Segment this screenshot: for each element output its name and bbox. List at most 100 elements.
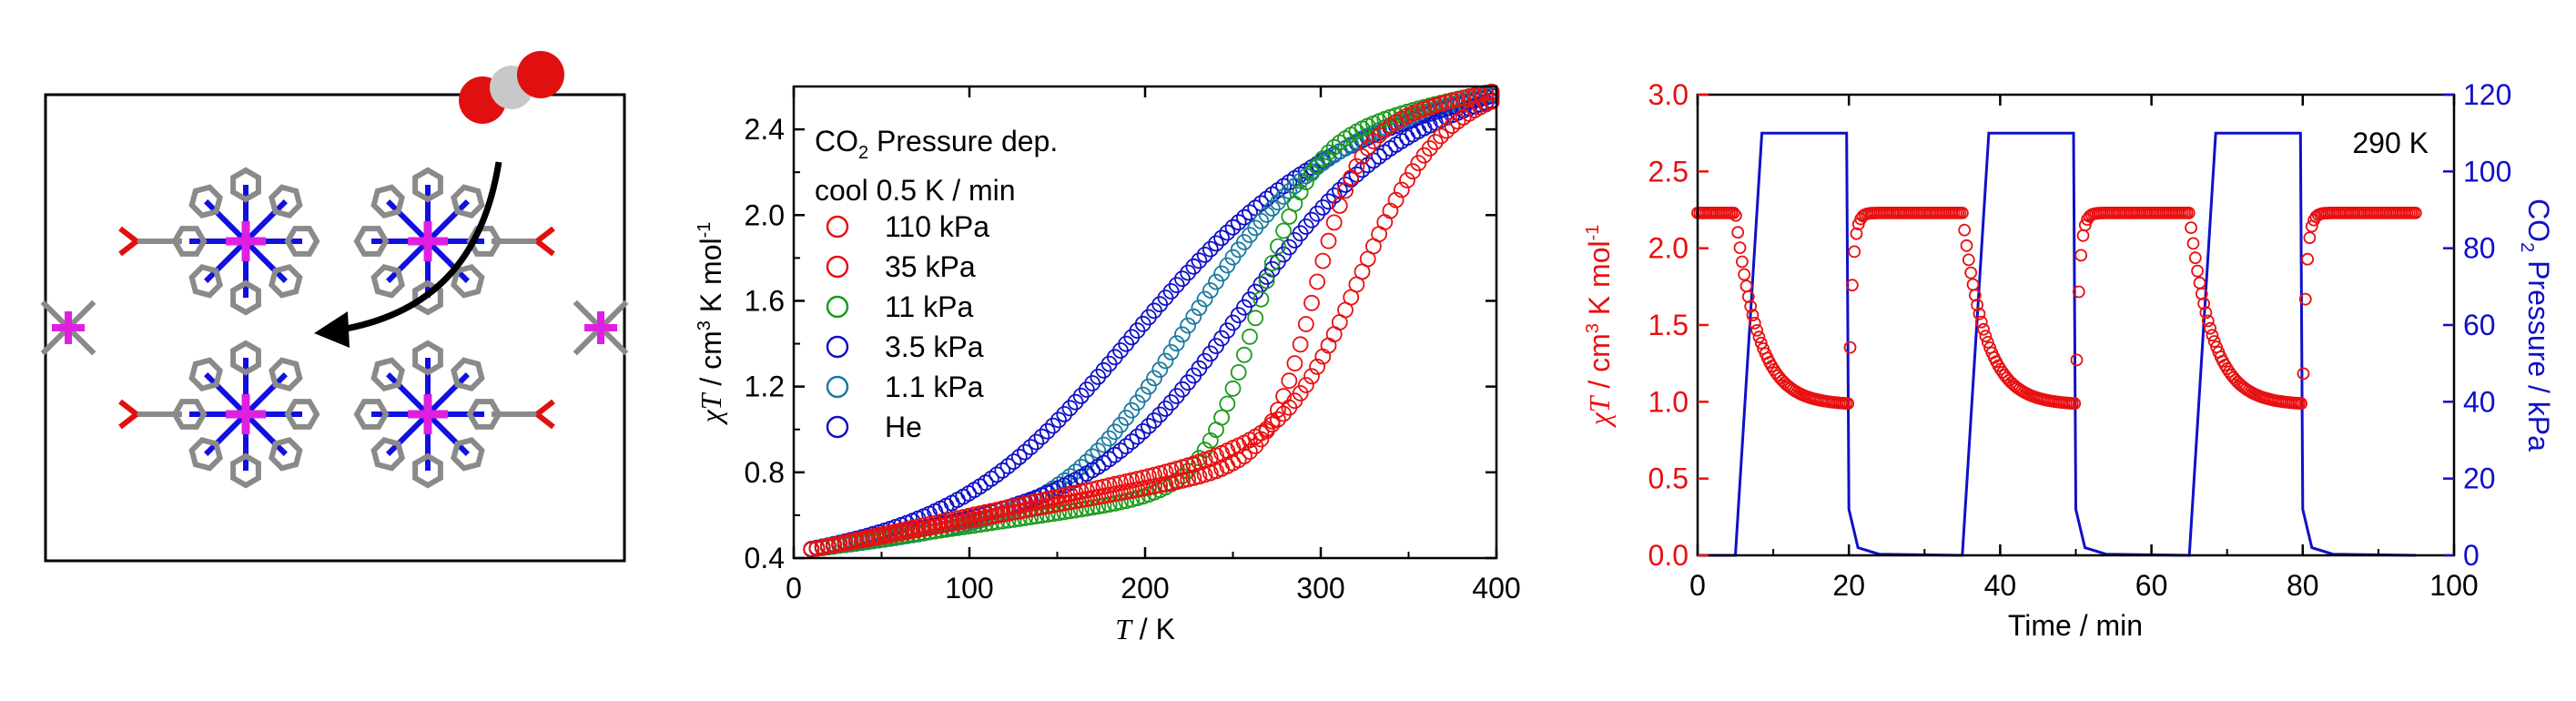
c-data-point (2185, 221, 2198, 235)
b-data-point (1263, 199, 1281, 217)
c-data-point (1966, 278, 1980, 291)
b-data-point (898, 521, 916, 538)
b-legend-marker (826, 215, 849, 239)
c-data-point (2072, 285, 2085, 299)
b-data-point (1236, 208, 1253, 226)
b-data-point (1072, 387, 1090, 404)
chit-pressure-vs-time-chart: 0 20 40 60 80 100 0.0 0.5 1.0 1.5 2.0 2.5 3.0 0 20 40 60… (1583, 78, 2555, 642)
c-data-point (1848, 245, 1861, 259)
b-data-point (1005, 453, 1022, 471)
b-data-point (994, 500, 1011, 517)
b-data-point (1050, 411, 1067, 429)
b-data-point (1202, 282, 1219, 299)
b-data-point (1191, 300, 1208, 317)
b-data-point (1270, 194, 1286, 211)
c-data-point (1843, 340, 1857, 354)
b-data-point (1438, 94, 1455, 111)
b-data-point (1095, 478, 1112, 495)
b-data-point (1258, 272, 1275, 290)
c-data-point (2409, 206, 2422, 219)
b-data-point (1263, 255, 1281, 271)
c-data-point (1962, 253, 1975, 267)
c-data-point (1738, 268, 1751, 281)
b-data-point (1180, 317, 1196, 334)
crystal-structure-illustration (40, 51, 629, 563)
b-data-point (1405, 163, 1421, 180)
c-data-point (2303, 231, 2317, 245)
c-right-y-tick-label: 20 (2463, 462, 2496, 495)
c-axis-ticks: 0 20 40 60 80 100 0.0 0.5 1.0 1.5 2.0 2.5 3.0 0 20 40 60… (1648, 78, 2512, 602)
b-data-point (1292, 172, 1309, 189)
c-data-point (1846, 279, 1859, 292)
b-data-point (994, 462, 1011, 479)
c-right-y-tick-label: 80 (2463, 232, 2496, 265)
b-data-point (999, 458, 1017, 474)
b-data-point (1242, 328, 1258, 345)
b-legend-label: 35 kPa (885, 250, 976, 283)
b-legend-marker (826, 295, 849, 319)
b-data-point (1162, 283, 1180, 300)
c-x-tick-label: 40 (1984, 569, 2017, 602)
b-data-point (1213, 229, 1230, 247)
b-data-point (842, 533, 859, 550)
b-data-point (1258, 421, 1275, 438)
b-data-point (1309, 358, 1325, 375)
b-series-110-kpa (803, 93, 1500, 558)
b-data-point (1067, 484, 1084, 502)
c-data-point (2182, 206, 2196, 219)
b-data-point (831, 535, 848, 552)
c-data-point (1727, 206, 1740, 219)
b-y-axis-label: χT / cm3 K mol-1 (695, 222, 727, 426)
b-data-point (1219, 395, 1236, 412)
b-data-point (1196, 246, 1213, 263)
b-data-point (1292, 184, 1309, 201)
complex-molecule-1 (118, 167, 320, 316)
b-data-point (1146, 466, 1162, 483)
b-data-point (1123, 433, 1141, 450)
b-data-point (960, 507, 978, 524)
b-data-point (876, 525, 893, 543)
b-data-point (1253, 290, 1270, 308)
b-data-point (1230, 364, 1247, 381)
c-data-point (2186, 237, 2200, 250)
b-data-point (1247, 310, 1264, 327)
b-data-point (1129, 471, 1146, 487)
b-data-point (1449, 91, 1466, 107)
c-data-point (1750, 323, 1764, 337)
b-data-point (1061, 400, 1079, 417)
b-x-tick-label: 200 (1121, 572, 1169, 604)
b-data-point (1208, 273, 1224, 290)
b-data-point (1365, 133, 1382, 150)
b-data-point (1270, 411, 1286, 428)
b-data-point (1309, 273, 1325, 290)
co2-molecule-icon (459, 51, 564, 124)
b-data-point (1387, 191, 1405, 208)
b-data-point (826, 536, 842, 554)
c-data-point (1748, 316, 1761, 330)
c-data-point (2074, 249, 2088, 262)
b-data-point (1033, 499, 1050, 516)
c-pressure-series (1698, 131, 2417, 557)
b-data-point (932, 513, 949, 531)
b-data-point (1359, 157, 1376, 174)
b-y-tick-label: 0.4 (745, 542, 785, 574)
b-data-point (1141, 418, 1157, 434)
b-data-point (1297, 316, 1314, 332)
b-data-point (977, 503, 994, 521)
b-legend-marker (826, 375, 849, 399)
c-data-point (1744, 300, 1758, 313)
b-data-point (1123, 472, 1141, 489)
b-data-point (1483, 93, 1500, 110)
complex-molecule-4 (353, 340, 555, 489)
b-data-points (803, 83, 1500, 558)
b-data-point (1174, 326, 1191, 343)
b-data-point (1320, 193, 1337, 210)
b-data-point (1325, 187, 1343, 204)
adsorption-arrow-icon (314, 161, 502, 348)
b-data-point (1028, 433, 1045, 451)
c-left-y-axis-label: χT / cm3 K mol-1 (1583, 225, 1616, 429)
complex-molecule-3 (118, 340, 320, 489)
b-x-axis-label: T / K (1115, 613, 1175, 645)
b-data-point (1118, 473, 1135, 490)
b-data-point (854, 530, 870, 547)
